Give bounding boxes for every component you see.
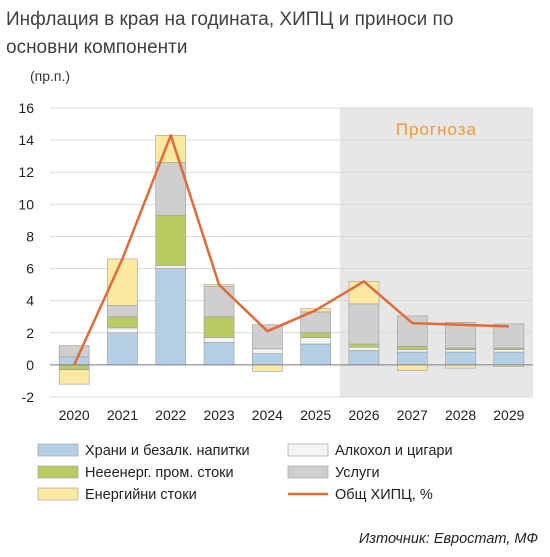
bar-segment-industrial-2023 [203, 316, 235, 338]
legend-swatch-food [37, 443, 79, 457]
bar-segment-food-2023 [203, 342, 235, 366]
legend-label-food: Храни и безалк. напитки [85, 443, 250, 459]
legend-label-industrial: Нееенерг. пром. стоки [85, 465, 234, 481]
x-tick-label: 2025 [300, 407, 331, 423]
bar-segment-industrial-2021 [107, 316, 138, 329]
bar-segment-alcohol-2022 [155, 265, 187, 269]
x-tick-label: 2028 [445, 407, 476, 423]
bar-segment-energy-2026 [348, 281, 380, 305]
bar-segment-services-2024 [252, 324, 283, 350]
y-tick-label: 0 [26, 357, 34, 373]
bar-segment-services-2029 [493, 323, 525, 349]
bar-segment-alcohol-2025 [300, 337, 331, 345]
bar-segment-food-2024 [252, 353, 283, 366]
bar-segment-services-2028 [445, 322, 476, 349]
x-tick-label: 2027 [397, 407, 428, 423]
bar-segment-services-2027 [396, 315, 428, 347]
legend-label-total: Общ ХИПЦ, % [335, 487, 433, 503]
bar-segment-alcohol-2021 [107, 327, 138, 334]
bar-segment-energy-2027 [396, 364, 428, 371]
chart-title: Инфлация в края на годината, ХИПЦ и прин… [6, 9, 454, 58]
bar-segment-food-2027 [396, 351, 428, 366]
bar-segment-industrial-2026 [348, 343, 380, 348]
bar-segment-alcohol-2023 [203, 337, 235, 343]
bar-segment-alcohol-2026 [348, 346, 380, 351]
y-tick-label: 4 [26, 293, 34, 309]
x-tick-label: 2029 [493, 407, 524, 423]
legend-swatch-services [287, 465, 329, 479]
y-tick-label: 12 [18, 164, 34, 180]
legend-swatch-alcohol [287, 443, 329, 457]
y-tick-label: 14 [18, 132, 34, 148]
bar-segment-industrial-2025 [300, 332, 331, 338]
bar-segment-industrial-2027 [396, 346, 428, 350]
y-tick-label: 2 [26, 325, 34, 341]
x-tick-label: 2020 [59, 407, 90, 423]
bar-segment-services-2021 [107, 305, 138, 318]
bar-segment-alcohol-2028 [445, 349, 476, 353]
bar-segment-industrial-2020 [58, 364, 90, 371]
bar-segment-energy-2024 [252, 364, 283, 372]
legend-swatch-industrial [37, 465, 79, 479]
y-tick-label: 8 [26, 228, 34, 244]
bar-segment-food-2025 [300, 343, 331, 366]
bar-segment-energy-2022 [155, 134, 187, 163]
bar-segment-food-2026 [348, 350, 380, 366]
y-tick-label: 6 [26, 261, 34, 277]
bar-segment-alcohol-2029 [493, 349, 525, 353]
bar-segment-food-2021 [107, 332, 138, 366]
forecast-label: Прогноза [396, 120, 477, 139]
x-tick-label: 2023 [203, 407, 234, 423]
line-total-hicp [73, 134, 509, 366]
y-tick-label: 10 [18, 196, 34, 212]
x-tick-label: 2026 [348, 407, 379, 423]
y-axis-unit-label: (пр.п.) [30, 68, 71, 84]
source-note: Източник: Евростат, МФ [358, 531, 538, 547]
bar-segment-industrial-2022 [155, 215, 187, 266]
bar-segment-services-2026 [348, 303, 380, 345]
x-tick-label: 2024 [252, 407, 283, 423]
y-tick-label: -2 [22, 389, 35, 405]
y-tick-label: 16 [18, 100, 34, 116]
legend-swatch-energy [37, 487, 79, 501]
bar-segment-services-2023 [203, 285, 235, 318]
bar-segment-food-2022 [155, 268, 187, 366]
bar-segment-alcohol-2027 [396, 349, 428, 353]
bar-segment-services-2020 [58, 345, 90, 358]
x-tick-label: 2022 [155, 407, 186, 423]
bar-segment-energy-2020 [58, 369, 90, 385]
bar-segment-services-2022 [155, 162, 187, 216]
bar-segment-alcohol-2024 [252, 348, 283, 354]
legend-label-alcohol: Алкохол и цигари [335, 443, 453, 459]
legend-label-energy: Енергийни стоки [85, 487, 197, 503]
bar-segment-food-2028 [445, 351, 476, 366]
x-tick-label: 2021 [107, 407, 138, 423]
bar-segment-food-2029 [493, 351, 525, 366]
legend-label-services: Услуги [335, 465, 380, 481]
